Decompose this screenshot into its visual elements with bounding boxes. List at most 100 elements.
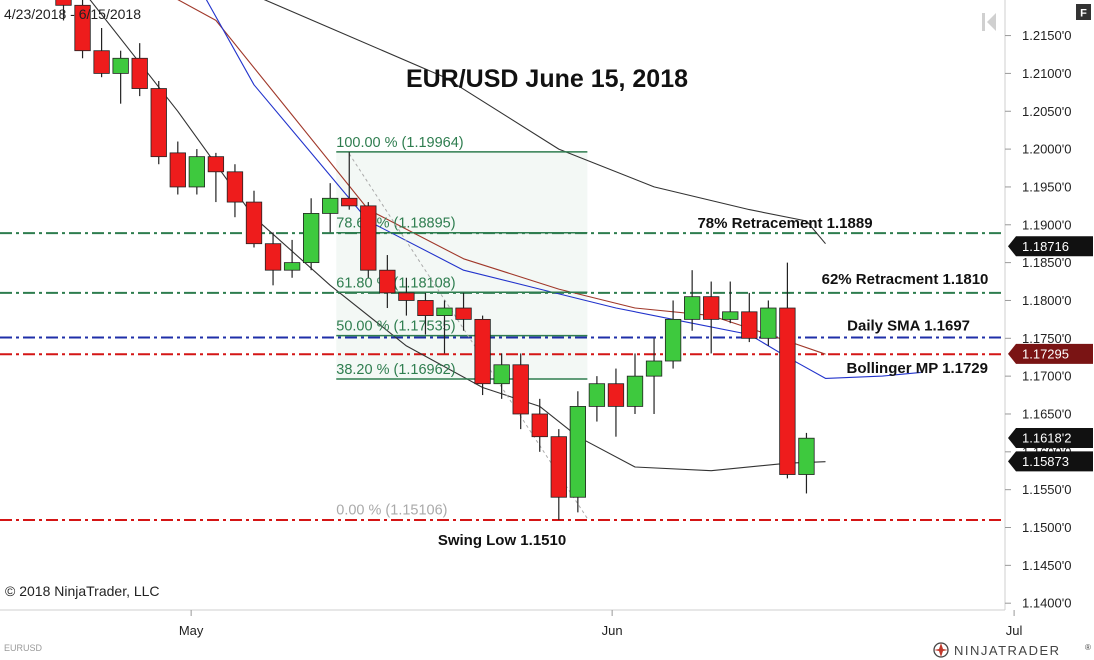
- ytick-label: 1.2050'0: [1022, 104, 1071, 119]
- price-axis[interactable]: 1.2150'0 1.2100'0 1.2050'0 1.2000'0 1.1950'0…: [1005, 28, 1071, 611]
- candle-body: [493, 364, 510, 385]
- candle-2[interactable]: [93, 28, 110, 78]
- indicators: [0, 0, 921, 472]
- fib-trend-line: [348, 153, 588, 519]
- candle-34[interactable]: [703, 281, 720, 354]
- candle-7[interactable]: [188, 149, 206, 195]
- fib-zone: [336, 151, 588, 380]
- instrument-label: EURUSD: [4, 643, 43, 653]
- candle-33[interactable]: [684, 270, 701, 331]
- price-tag-2[interactable]: 1.1618'2: [1008, 428, 1093, 449]
- collapse-icon[interactable]: [982, 13, 996, 31]
- candle-body: [131, 57, 148, 89]
- bollinger-mid-line[interactable]: [64, 0, 826, 355]
- candle-39[interactable]: [798, 432, 815, 494]
- candle-body: [417, 300, 434, 316]
- fib-level-label-0: 100.00 % (1.19964): [336, 135, 463, 151]
- candle-10[interactable]: [245, 190, 263, 248]
- candle-body: [112, 57, 129, 74]
- candle-27[interactable]: [569, 391, 586, 513]
- candle-16[interactable]: [360, 202, 377, 278]
- xtick-label-1: Jun: [602, 623, 623, 638]
- candle-17[interactable]: [379, 255, 396, 309]
- fib-level-label-2: 61.80 % (1.18108): [336, 275, 455, 291]
- price-tag-1[interactable]: 1.17295: [1008, 343, 1093, 364]
- candle-body: [760, 307, 777, 339]
- price-tags: 1.18716 1.17295 1.1618'2 1.15873: [1008, 236, 1093, 472]
- fib-level-label-5: 0.00 % (1.15106): [336, 502, 447, 518]
- corner-badge[interactable]: F: [1076, 4, 1091, 20]
- candle-3[interactable]: [112, 50, 129, 104]
- price-tag-text: 1.1618'2: [1022, 431, 1071, 446]
- candle-32[interactable]: [664, 300, 682, 369]
- copyright: © 2018 NinjaTrader, LLC: [5, 583, 160, 599]
- time-axis[interactable]: May Jun Jul: [179, 610, 1023, 638]
- candle-1[interactable]: [74, 0, 91, 59]
- level-annotations: 78% Retracement 1.1889 62% Retracment 1.1…: [438, 215, 989, 549]
- price-tag-3[interactable]: 1.15873: [1008, 451, 1093, 472]
- candle-19[interactable]: [417, 292, 434, 335]
- candle-body: [169, 152, 186, 188]
- candle-body: [150, 88, 167, 158]
- candle-6[interactable]: [169, 141, 186, 195]
- candle-38[interactable]: [779, 262, 796, 479]
- level-annotation-2: Daily SMA 1.1697: [847, 318, 970, 335]
- bollinger-upper-line[interactable]: [216, 0, 826, 245]
- candle-body: [664, 318, 682, 362]
- candle-22[interactable]: [474, 315, 491, 396]
- candle-20[interactable]: [436, 300, 453, 354]
- candle-body: [512, 364, 529, 415]
- candle-body: [93, 50, 110, 74]
- brand-name: NINJATRADER: [954, 643, 1061, 658]
- chart-title: EUR/USD June 15, 2018: [406, 65, 688, 93]
- candle-body: [626, 375, 644, 407]
- candle-11[interactable]: [264, 232, 282, 286]
- candle-24[interactable]: [512, 353, 529, 430]
- plot-area[interactable]: 100.00 % (1.19964) 78.60 % (1.18895) 61.80…: [0, 0, 1005, 521]
- ninjatrader-logo: NINJATRADER ®: [933, 642, 1091, 658]
- ytick-label: 1.1700'0: [1022, 369, 1071, 384]
- candle-body: [645, 360, 663, 377]
- candle-4[interactable]: [131, 43, 148, 97]
- candle-body: [74, 4, 91, 52]
- candle-14[interactable]: [322, 183, 339, 233]
- ytick-label: 1.1750'0: [1022, 331, 1071, 346]
- candle-25[interactable]: [531, 398, 548, 452]
- candle-body: [798, 437, 815, 475]
- candle-0[interactable]: [55, 0, 72, 21]
- ytick-label: 1.1650'0: [1022, 406, 1071, 421]
- candle-12[interactable]: [283, 239, 301, 278]
- candle-body: [379, 269, 396, 294]
- candle-13[interactable]: [302, 198, 320, 271]
- candle-body: [684, 296, 701, 320]
- candle-29[interactable]: [607, 368, 625, 437]
- level-annotation-3: Bollinger MP 1.1729: [847, 360, 988, 377]
- sma-line[interactable]: [0, 0, 921, 379]
- candle-37[interactable]: [760, 300, 777, 346]
- xtick-label-0: May: [179, 623, 204, 638]
- candle-31[interactable]: [645, 338, 663, 414]
- candle-26[interactable]: [550, 429, 567, 520]
- candle-5[interactable]: [150, 80, 167, 165]
- candle-23[interactable]: [493, 353, 510, 399]
- candle-9[interactable]: [226, 164, 244, 218]
- candle-body: [722, 311, 739, 320]
- price-tag-0[interactable]: 1.18716: [1008, 236, 1093, 257]
- candle-8[interactable]: [207, 152, 225, 203]
- candle-36[interactable]: [741, 292, 758, 343]
- candle-15[interactable]: [341, 152, 358, 210]
- candle-35[interactable]: [722, 281, 739, 324]
- ytick-label: 1.2150'0: [1022, 28, 1071, 43]
- ytick-label: 1.2000'0: [1022, 142, 1071, 157]
- ytick-label: 1.1450'0: [1022, 558, 1071, 573]
- level-annotation-1: 62% Retracment 1.1810: [822, 271, 989, 288]
- brand-mark: ®: [1085, 643, 1091, 652]
- candle-21[interactable]: [455, 292, 472, 331]
- candle-30[interactable]: [626, 353, 644, 414]
- candle-body: [398, 292, 415, 301]
- candle-18[interactable]: [398, 277, 415, 316]
- candle-28[interactable]: [588, 376, 606, 422]
- candles: [55, 0, 815, 520]
- candle-body: [588, 383, 606, 407]
